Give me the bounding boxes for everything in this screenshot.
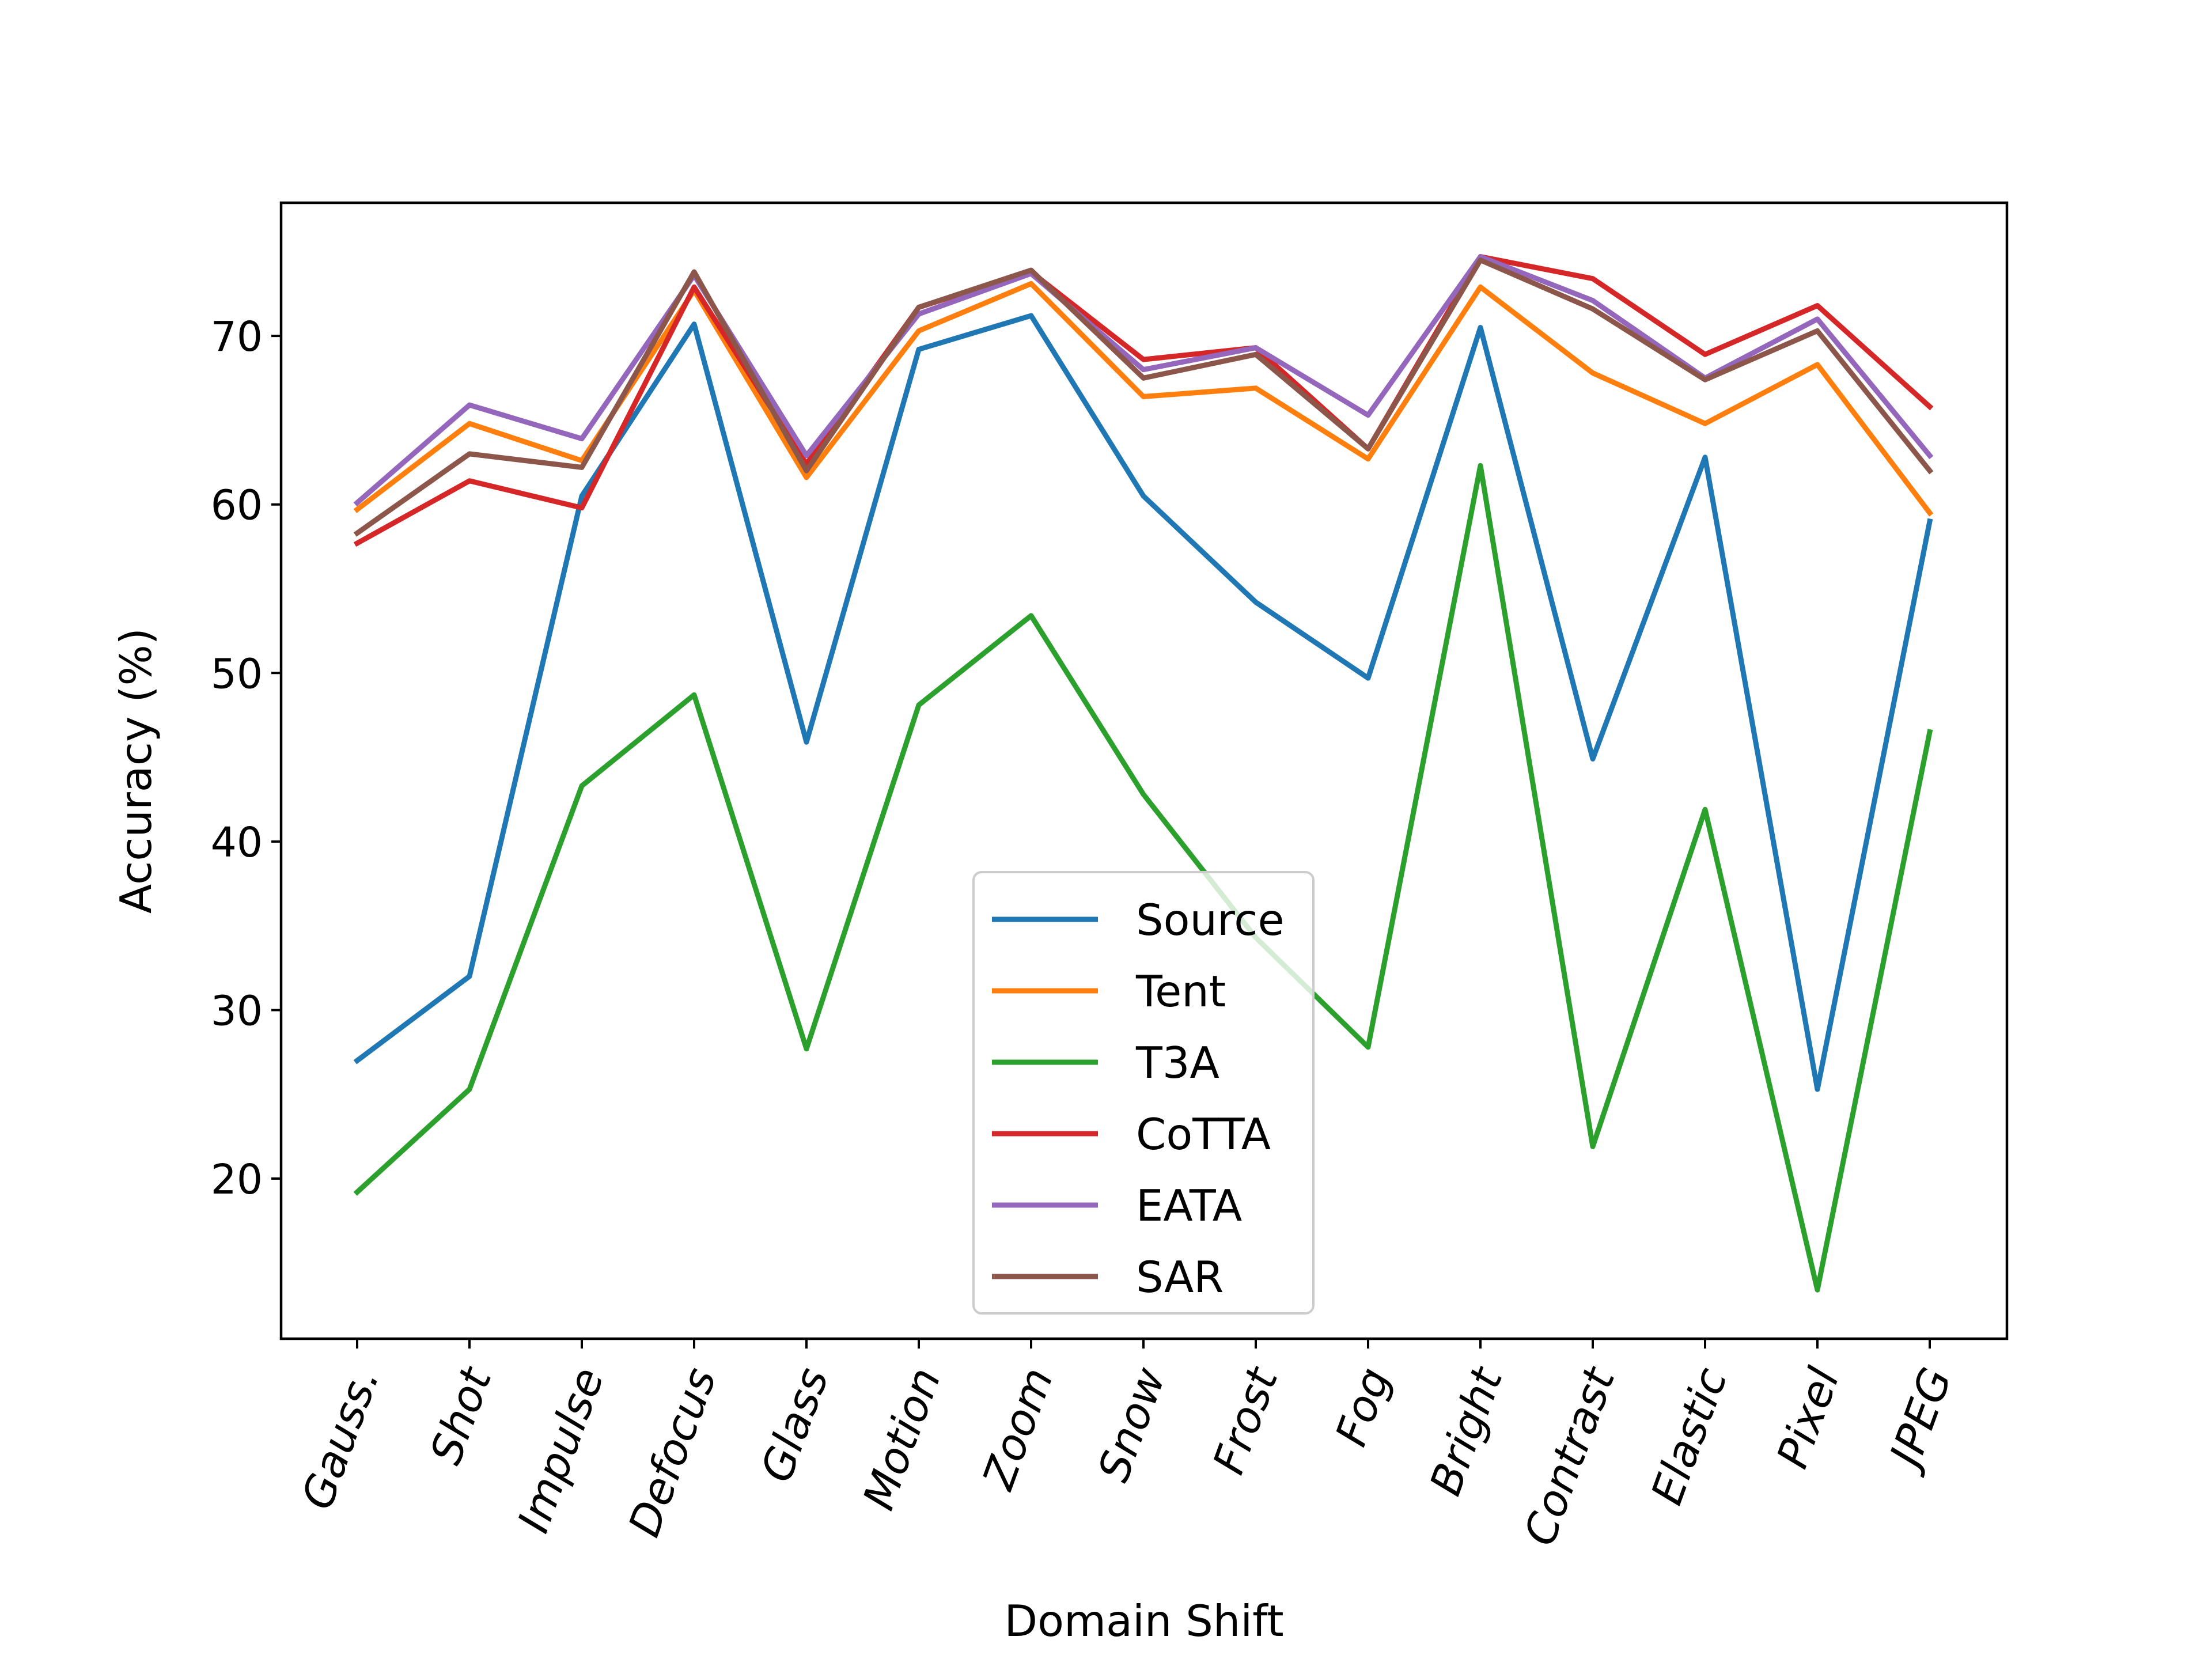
series-line-eata: [353, 254, 1934, 507]
y-tick-label-20: 20: [211, 1156, 263, 1203]
x-axis-label: Domain Shift: [1004, 1596, 1283, 1646]
legend-label-source: Source: [1136, 895, 1285, 945]
series-lines: [353, 254, 1934, 1293]
y-tick-label-50: 50: [211, 650, 263, 698]
y-tick-label-60: 60: [211, 482, 263, 529]
y-axis: 20 30 40 50 60 70: [211, 313, 281, 1203]
y-tick-label-40: 40: [211, 819, 263, 866]
series-line-t3a: [353, 463, 1933, 1293]
legend-label-eata: EATA: [1136, 1180, 1242, 1231]
legend-label-tent: Tent: [1135, 966, 1226, 1017]
legend: Source Tent T3A CoTTA EATA SAR: [972, 871, 1315, 1315]
y-axis-label: Accuracy (%): [111, 628, 161, 914]
series-line-cotta: [353, 254, 1934, 547]
legend-label-t3a: T3A: [1135, 1037, 1219, 1088]
legend-label-cotta: CoTTA: [1136, 1109, 1271, 1160]
y-tick-label-30: 30: [211, 987, 263, 1035]
series-line-sar: [353, 257, 1934, 537]
y-tick-label-70: 70: [211, 313, 263, 361]
legend-label-sar: SAR: [1136, 1252, 1224, 1302]
